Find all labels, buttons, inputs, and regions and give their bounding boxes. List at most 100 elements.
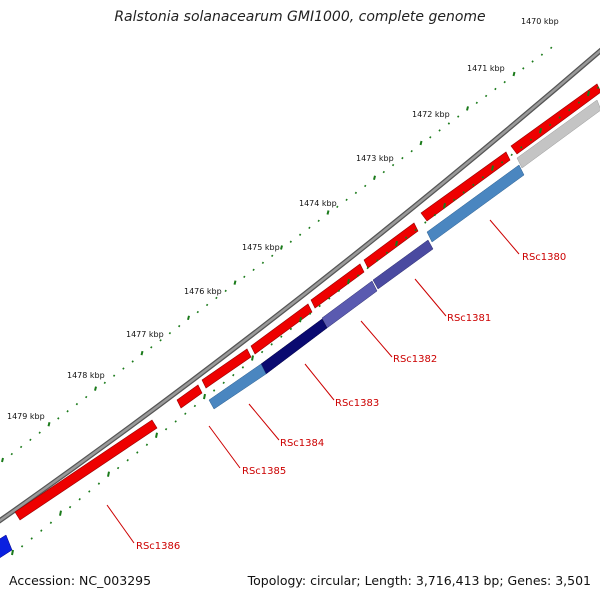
inner-tick-mark [59,510,62,516]
outer-tick-mark [159,339,162,342]
gene-rsc1385b-forward[interactable] [176,384,203,409]
gene-leader-line [414,278,447,317]
outer-tick-mark [336,205,339,209]
outer-tick-mark [466,106,469,111]
outer-tick-mark [457,115,460,118]
inner-tick-mark [376,259,379,262]
inner-tick-mark [49,521,53,524]
outer-tick-mark [550,46,553,49]
gene-label-leaders [106,219,520,544]
gene-label[interactable]: RSc1382 [393,354,437,365]
outer-tick-mark [103,381,106,384]
outer-tick-mark [298,233,302,236]
outer-tick-mark [280,245,283,250]
inner-tick-mark [30,537,33,540]
kbp-label: 1477 kbp [126,330,164,339]
cog-band-rsc1380-grey [516,99,600,169]
kbp-label: 1470 kbp [521,17,559,26]
outer-tick-mark [187,315,190,321]
outer-tick-mark [354,191,358,195]
inner-tick-mark [452,198,456,202]
outer-tick-mark [215,296,218,300]
inner-tick-mark [500,161,504,164]
inner-tick-mark [481,176,485,179]
outer-tick-mark [243,275,246,279]
gene-label[interactable]: RSc1386 [136,541,180,552]
inner-tick-mark [433,213,437,217]
outer-tick-mark [140,350,144,356]
inner-tick-mark [548,123,552,127]
inner-tick-mark [193,404,197,408]
gene-rsc1385-forward[interactable] [201,348,252,389]
inner-tick-mark [40,529,43,532]
inner-tick-mark [462,191,465,194]
kbp-label: 1471 kbp [467,64,505,73]
gene-label[interactable]: RSc1385 [242,466,286,477]
gene-rsc1383-forward[interactable] [310,263,365,309]
outer-tick-mark [364,184,367,188]
outer-tick-mark [391,163,395,167]
gene-rsc1384-forward[interactable] [250,303,313,355]
outer-tick-mark [196,310,199,314]
outer-tick-mark [122,367,125,370]
gene-rsc1380-forward[interactable] [510,83,600,155]
cog-band-rsc1384-navy [260,318,328,375]
outer-tick-mark [205,303,209,307]
inner-tick-mark [424,221,427,224]
inner-tick-mark [68,505,72,509]
inner-tick-mark [491,165,494,171]
gene-label[interactable]: RSc1381 [447,313,491,324]
inner-tick-mark [116,466,120,470]
inner-tick-mark [510,153,513,157]
inner-tick-mark [318,304,321,308]
outer-tick-mark [233,280,237,285]
outer-tick-mark [531,60,534,63]
kbp-label: 1475 kbp [242,243,280,252]
inner-tick-mark [155,432,158,438]
inner-tick-mark [328,297,331,300]
inner-tick-mark [126,459,129,462]
inner-tick-mark [356,274,360,277]
outer-tick-mark [503,80,506,84]
gene-leader-line [304,363,335,401]
kbp-label: 1474 kbp [299,199,337,208]
outer-tick-mark [512,71,516,77]
gene-rsc1381-forward[interactable] [420,151,511,222]
inner-tick-mark [184,412,187,415]
inner-tick-mark [347,278,350,285]
outer-tick-mark [326,210,330,215]
inner-tick-mark [587,90,590,97]
gene-label[interactable]: RSc1384 [280,438,324,449]
inner-tick-mark [443,203,446,209]
gene-rsc1382-forward[interactable] [363,222,419,269]
genome-backbone [0,47,600,524]
outer-tick-mark [224,289,227,293]
outer-tick-mark [429,136,432,139]
inner-tick-mark [107,471,110,477]
outer-tick-mark [447,122,451,125]
outer-tick-mark [66,410,69,413]
inner-tick-mark [174,420,177,423]
inner-tick-mark [136,451,139,454]
kbp-label: 1478 kbp [67,371,105,380]
outer-tick-mark [261,261,265,264]
cog-band-rsc1385-steelblue [208,363,267,410]
outer-tick-mark [19,445,23,449]
outer-tick-mark [168,331,172,335]
inner-tick-mark [20,545,24,548]
inner-tick-mark [251,355,254,361]
outer-tick-mark [382,170,385,174]
scale-tick-rings [1,46,600,556]
gene-label[interactable]: RSc1380 [522,252,566,263]
inner-tick-mark [212,389,216,392]
accession-label: Accession: NC_003295 [9,573,152,588]
map-title: Ralstonia solanacearum GMI1000, complete… [114,9,486,25]
forward-strand-genes [14,83,600,521]
outer-tick-mark [1,457,4,463]
gene-label[interactable]: RSc1383 [335,398,379,409]
outer-tick-mark [112,374,116,377]
gene-rsc1386-forward[interactable] [14,419,158,521]
outer-tick-mark [252,268,255,271]
inner-tick-mark [308,312,312,315]
outer-tick-mark [410,149,413,153]
